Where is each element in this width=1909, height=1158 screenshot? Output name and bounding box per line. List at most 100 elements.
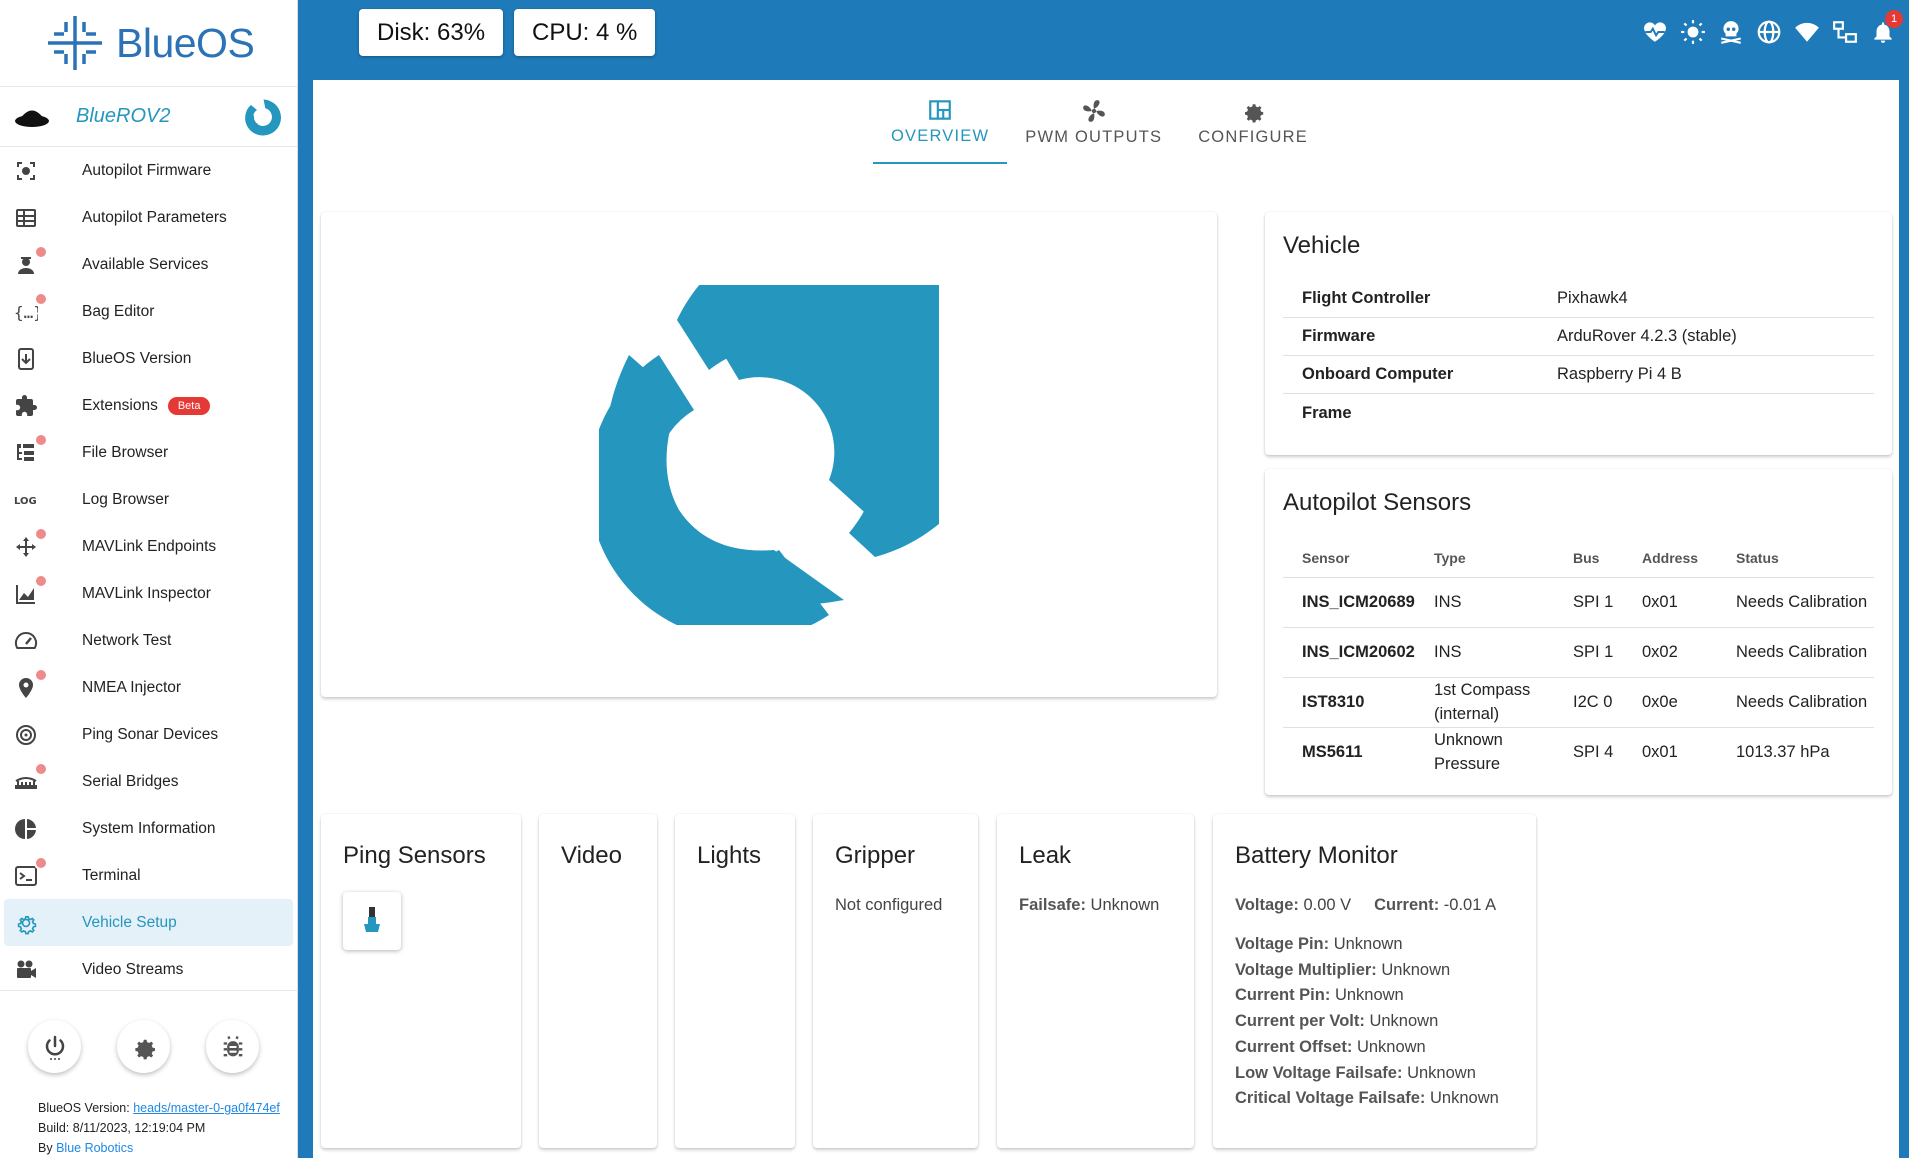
- card-title: Video: [561, 842, 622, 869]
- config-label: Current Offset:: [1235, 1037, 1353, 1056]
- version-label: BlueOS Version:: [38, 1101, 130, 1115]
- alert-badge: [34, 291, 48, 306]
- gripper-status: Not configured: [835, 896, 943, 914]
- info-row: Onboard Computer Raspberry Pi 4 B: [1283, 356, 1874, 394]
- sidebar-item-file-browser[interactable]: File Browser: [0, 429, 297, 476]
- wifi-icon[interactable]: [1793, 14, 1821, 50]
- sidebar-item-system-information[interactable]: System Information: [0, 805, 297, 852]
- sidebar-item-label: Autopilot Firmware: [82, 161, 212, 179]
- sidebar-item-bag-editor[interactable]: {…} Bag Editor: [0, 288, 297, 335]
- power-button[interactable]: [28, 1020, 81, 1073]
- sidebar-item-autopilot-firmware[interactable]: Autopilot Firmware: [0, 147, 297, 194]
- brand-name: BlueOS: [116, 19, 255, 66]
- skull-icon[interactable]: [1717, 14, 1745, 50]
- sidebar-item-label: File Browser: [82, 443, 169, 461]
- sidebar-item-label: System Information: [82, 819, 216, 837]
- settings-button[interactable]: [117, 1020, 170, 1073]
- sidebar-item-label: Vehicle Setup: [82, 913, 177, 931]
- gear-icon: [134, 1039, 155, 1059]
- network-icon[interactable]: [1831, 14, 1859, 50]
- gripper-card: Gripper Not configured: [813, 814, 978, 1148]
- alert-badge: [34, 573, 48, 588]
- sidebar-item-extensions[interactable]: Extensions Beta: [0, 382, 297, 429]
- config-value: Unknown: [1381, 960, 1451, 979]
- sidebar-item-mavlink-inspector[interactable]: MAVLink Inspector: [0, 570, 297, 617]
- sidebar-item-mavlink-endpoints[interactable]: MAVLink Endpoints: [0, 523, 297, 570]
- sidebar-item-blueos-version[interactable]: BlueOS Version: [0, 335, 297, 382]
- sidebar-item-nmea-injector[interactable]: NMEA Injector: [0, 664, 297, 711]
- alert-badge: [34, 526, 48, 541]
- alert-badge: [34, 432, 48, 447]
- battery-readings: Voltage: 0.00 V Current: -0.01 A: [1235, 892, 1514, 918]
- battery-config-list: Voltage Pin: Unknown Voltage Multiplier:…: [1235, 932, 1514, 1112]
- table-cell: INS: [1434, 577, 1573, 628]
- sidebar-nav: Autopilot Firmware Autopilot Parameters …: [0, 147, 297, 993]
- heart-pulse-icon[interactable]: [1641, 14, 1669, 50]
- sidebar-item-label: Available Services: [82, 255, 209, 273]
- config-value: Unknown: [1356, 1037, 1426, 1056]
- config-label: Voltage Pin:: [1235, 935, 1330, 953]
- table-cell: 0x01: [1642, 577, 1736, 628]
- table-cell: MS5611: [1302, 743, 1363, 762]
- card-title: Ping Sensors: [343, 842, 486, 869]
- card-title: Lights: [697, 842, 762, 869]
- sidebar-item-video-streams[interactable]: Video Streams: [0, 946, 297, 993]
- battery-config-row: Voltage Pin: Unknown: [1235, 932, 1514, 958]
- sidebar-item-serial-bridges[interactable]: Serial Bridges: [0, 758, 297, 805]
- config-value: Unknown: [1334, 986, 1404, 1005]
- table-cell: 0x01: [1642, 743, 1678, 762]
- table-icon: [12, 204, 40, 232]
- bell-icon[interactable]: 1: [1869, 10, 1903, 50]
- sidebar-item-terminal[interactable]: Terminal: [0, 852, 297, 899]
- bug-report-button[interactable]: [206, 1020, 259, 1073]
- autopilot-sensors-card: Autopilot Sensors Sensor Type Bus Addres…: [1265, 469, 1892, 795]
- column-header: Status: [1736, 539, 1874, 578]
- info-key: Onboard Computer: [1302, 365, 1454, 383]
- tab-label: CONFIGURE: [1198, 127, 1308, 146]
- sidebar-item-log-browser[interactable]: LOG Log Browser: [0, 476, 297, 523]
- info-row: Frame: [1283, 394, 1874, 432]
- blue-robotics-link[interactable]: Blue Robotics: [56, 1141, 134, 1155]
- table-cell: IST8310: [1283, 677, 1434, 728]
- speedometer-icon: [12, 627, 40, 655]
- vehicle-viewer: [321, 212, 1217, 697]
- column-header: Type: [1434, 539, 1573, 578]
- sidebar-item-network-test[interactable]: Network Test: [0, 617, 297, 664]
- tab-pwm-outputs[interactable]: PWM OUTPUTS: [1007, 80, 1180, 164]
- table-cell: Needs Calibration: [1736, 577, 1874, 628]
- info-value: Pixhawk4: [1557, 289, 1628, 307]
- table-cell: 0x02: [1642, 627, 1736, 678]
- sidebar-item-available-services[interactable]: Available Services: [0, 241, 297, 288]
- battery-config-row: Current per Volt: Unknown: [1235, 1009, 1514, 1035]
- leak-card: Leak Failsafe: Unknown: [997, 814, 1194, 1148]
- table-cell: Unknown Pressure: [1434, 731, 1503, 774]
- pie-chart-icon: [12, 815, 40, 843]
- sidebar-item-ping-sonar-devices[interactable]: Ping Sonar Devices: [0, 711, 297, 758]
- card-title: Leak: [1019, 842, 1072, 869]
- voltage-label: Voltage:: [1235, 896, 1299, 914]
- sidebar-item-label: Video Streams: [82, 960, 184, 978]
- table-row: MS5611 Unknown Pressure SPI 4 0x01 1013.…: [1283, 727, 1874, 777]
- vehicle-row[interactable]: BlueROV2: [0, 87, 297, 147]
- battery-monitor-card: Battery Monitor Voltage: 0.00 V Current:…: [1213, 814, 1536, 1148]
- info-key: Flight Controller: [1302, 289, 1431, 307]
- sidebar-item-autopilot-parameters[interactable]: Autopilot Parameters: [0, 194, 297, 241]
- ping-device-button[interactable]: [343, 892, 401, 950]
- brightness-icon[interactable]: [1679, 14, 1707, 50]
- table-header-row: Sensor Type Bus Address Status: [1283, 539, 1874, 578]
- sidebar-actions: [0, 990, 298, 1102]
- globe-icon[interactable]: [1755, 14, 1783, 50]
- braces-icon: {…}: [12, 291, 48, 326]
- info-key: Firmware: [1302, 327, 1376, 345]
- blueos-logo-icon: [48, 16, 102, 70]
- tab-overview[interactable]: OVERVIEW: [873, 80, 1008, 164]
- alert-badge: [34, 667, 48, 682]
- sidebar-item-vehicle-setup[interactable]: Vehicle Setup: [4, 899, 293, 946]
- tab-configure[interactable]: CONFIGURE: [1180, 80, 1326, 164]
- version-link[interactable]: heads/master-0-ga0f474ef: [133, 1101, 280, 1115]
- battery-config-row: Critical Voltage Failsafe: Unknown: [1235, 1086, 1514, 1112]
- sidebar-item-label: MAVLink Inspector: [82, 584, 211, 602]
- failsafe-label: Failsafe:: [1019, 896, 1086, 914]
- config-label: Current per Volt:: [1235, 1012, 1365, 1031]
- disk-usage: Disk: 63%: [359, 9, 504, 56]
